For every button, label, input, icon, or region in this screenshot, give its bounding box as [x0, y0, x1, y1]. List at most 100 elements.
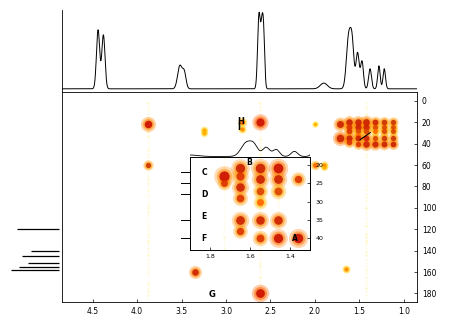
Point — [144, 144, 152, 149]
Point — [363, 187, 370, 193]
Point — [363, 120, 370, 125]
Point — [144, 216, 152, 222]
Point — [354, 141, 361, 147]
Text: G: G — [208, 290, 215, 299]
Point — [144, 162, 152, 168]
Point — [363, 242, 370, 247]
Point — [144, 115, 152, 120]
Point — [354, 136, 361, 141]
Point — [363, 141, 370, 147]
Point — [320, 162, 328, 168]
Point — [372, 141, 379, 147]
Point — [320, 162, 328, 168]
Point — [336, 136, 344, 141]
Point — [345, 124, 353, 129]
Point — [144, 158, 152, 164]
Point — [200, 162, 208, 168]
Point — [363, 122, 370, 127]
Point — [144, 285, 152, 290]
Point — [256, 238, 264, 244]
Point — [144, 126, 152, 131]
Point — [342, 266, 350, 272]
Point — [354, 124, 361, 129]
Point — [256, 173, 264, 178]
Point — [363, 136, 370, 141]
Point — [363, 231, 370, 236]
Point — [144, 278, 152, 283]
Point — [354, 128, 361, 134]
Point — [144, 206, 152, 211]
Point — [389, 136, 397, 141]
Point — [238, 120, 246, 125]
Point — [381, 136, 388, 141]
Point — [354, 120, 361, 125]
Point — [256, 291, 264, 296]
Point — [144, 187, 152, 193]
Point — [144, 100, 152, 106]
Point — [363, 220, 370, 225]
Point — [354, 141, 361, 147]
Point — [363, 227, 370, 233]
Point — [363, 285, 370, 290]
Point — [200, 162, 208, 168]
Point — [389, 128, 397, 134]
Point — [345, 136, 353, 141]
Point — [363, 111, 370, 116]
Point — [381, 120, 388, 125]
Point — [363, 104, 370, 109]
Point — [320, 165, 328, 170]
Point — [256, 216, 264, 222]
Point — [363, 136, 370, 141]
Point — [363, 209, 370, 214]
Point — [363, 162, 370, 167]
Point — [363, 191, 370, 196]
Point — [144, 253, 152, 258]
Point — [363, 141, 370, 147]
Point — [256, 296, 264, 301]
Point — [144, 220, 152, 225]
Point — [372, 120, 379, 125]
Point — [144, 137, 152, 142]
Point — [218, 162, 226, 168]
Point — [144, 213, 152, 218]
Point — [200, 127, 208, 132]
Point — [256, 249, 264, 254]
Point — [345, 124, 353, 129]
Point — [363, 141, 370, 147]
Point — [389, 120, 397, 125]
Point — [363, 249, 370, 254]
Point — [345, 120, 353, 125]
Point — [256, 100, 264, 106]
Point — [144, 249, 152, 254]
Point — [144, 162, 152, 168]
Point — [363, 128, 370, 134]
Point — [363, 224, 370, 229]
Point — [256, 242, 264, 247]
Point — [144, 289, 152, 294]
Point — [144, 281, 152, 287]
Point — [200, 130, 208, 136]
Point — [363, 129, 370, 135]
Point — [256, 291, 264, 296]
Point — [144, 235, 152, 240]
Point — [363, 124, 370, 129]
Point — [389, 120, 397, 125]
Point — [256, 177, 264, 182]
Point — [372, 124, 379, 129]
Point — [256, 198, 264, 204]
Point — [256, 169, 264, 175]
Point — [256, 126, 264, 131]
Point — [144, 169, 152, 175]
Point — [345, 120, 353, 125]
Point — [256, 104, 264, 109]
Point — [381, 120, 388, 125]
Point — [381, 128, 388, 134]
Point — [256, 122, 264, 127]
Point — [144, 224, 152, 229]
Point — [256, 256, 264, 262]
Point — [256, 195, 264, 200]
Point — [363, 124, 370, 129]
Text: I: I — [237, 123, 241, 132]
Point — [389, 128, 397, 134]
Point — [256, 191, 264, 196]
